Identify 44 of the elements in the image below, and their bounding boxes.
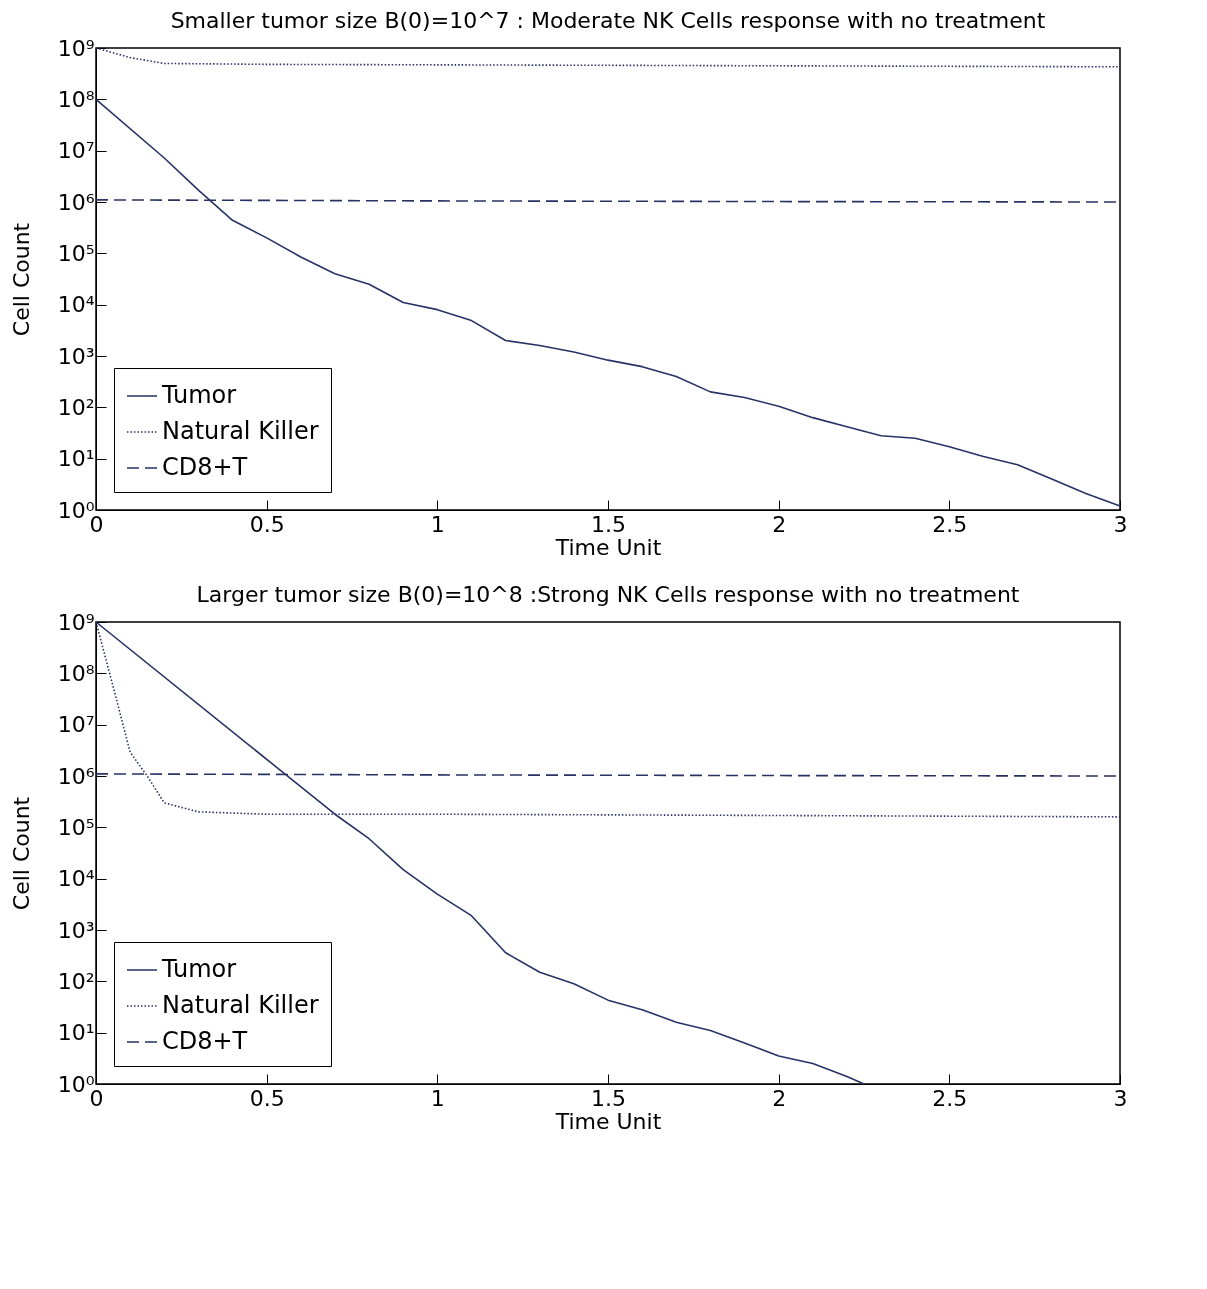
x-tick-label: 1.5	[591, 1085, 626, 1111]
legend-label: Natural Killer	[162, 991, 319, 1019]
y-tick-label: 10³	[57, 917, 95, 943]
y-axis-title: Cell Count	[8, 222, 34, 337]
y-tick-label: 10³	[57, 343, 95, 369]
y-tick-label: 10⁵	[57, 814, 95, 840]
y-tick-label: 10²	[57, 394, 95, 420]
y-tick-label: 10⁶	[57, 189, 95, 215]
x-tick-label: 1	[430, 1085, 445, 1111]
y-tick-label: 10⁶	[57, 763, 95, 789]
x-axis-title: Time Unit	[554, 1108, 662, 1134]
legend-label: Tumor	[161, 955, 237, 983]
chart-title: Smaller tumor size B(0)=10^7 : Moderate NK Cells response with no treatment	[170, 8, 1046, 33]
x-axis-title: Time Unit	[554, 534, 662, 560]
x-tick-label: 1	[430, 511, 445, 537]
y-tick-label: 10⁷	[57, 138, 95, 164]
line-series	[95, 47, 1121, 68]
y-axis-title: Cell Count	[8, 796, 34, 911]
line-series	[95, 98, 1121, 507]
x-tick-label: 2.5	[932, 1085, 968, 1111]
legend-label: Natural Killer	[162, 417, 319, 445]
y-tick-label: 10⁹	[57, 35, 95, 61]
x-tick-label: 2	[772, 511, 787, 537]
x-tick-label: 0.5	[249, 511, 285, 537]
y-tick-label: 10⁸	[57, 86, 95, 112]
y-tick-label: 10⁴	[57, 866, 95, 892]
y-tick-label: 10⁸	[57, 660, 95, 686]
y-tick-label: 10²	[57, 968, 95, 994]
x-tick-label: 2	[772, 1085, 787, 1111]
x-tick-label: 3	[1113, 1085, 1128, 1111]
y-tick-label: 10¹	[57, 446, 95, 472]
y-tick-label: 10¹	[57, 1020, 95, 1046]
chart-title: Larger tumor size B(0)=10^8 :Strong NK Cells response with no treatment	[196, 582, 1020, 607]
legend-label: CD8+T	[162, 453, 248, 481]
y-tick-label: 10⁷	[57, 712, 95, 738]
y-tick-label: 10⁵	[57, 240, 95, 266]
x-tick-label: 2.5	[932, 511, 968, 537]
y-tick-label: 10⁴	[57, 292, 95, 318]
x-tick-label: 0.5	[249, 1085, 285, 1111]
x-tick-label: 3	[1113, 511, 1128, 537]
y-tick-label: 10⁹	[57, 609, 95, 635]
x-tick-label: 1.5	[591, 511, 626, 537]
legend-label: CD8+T	[162, 1027, 248, 1055]
legend-label: Tumor	[161, 381, 237, 409]
